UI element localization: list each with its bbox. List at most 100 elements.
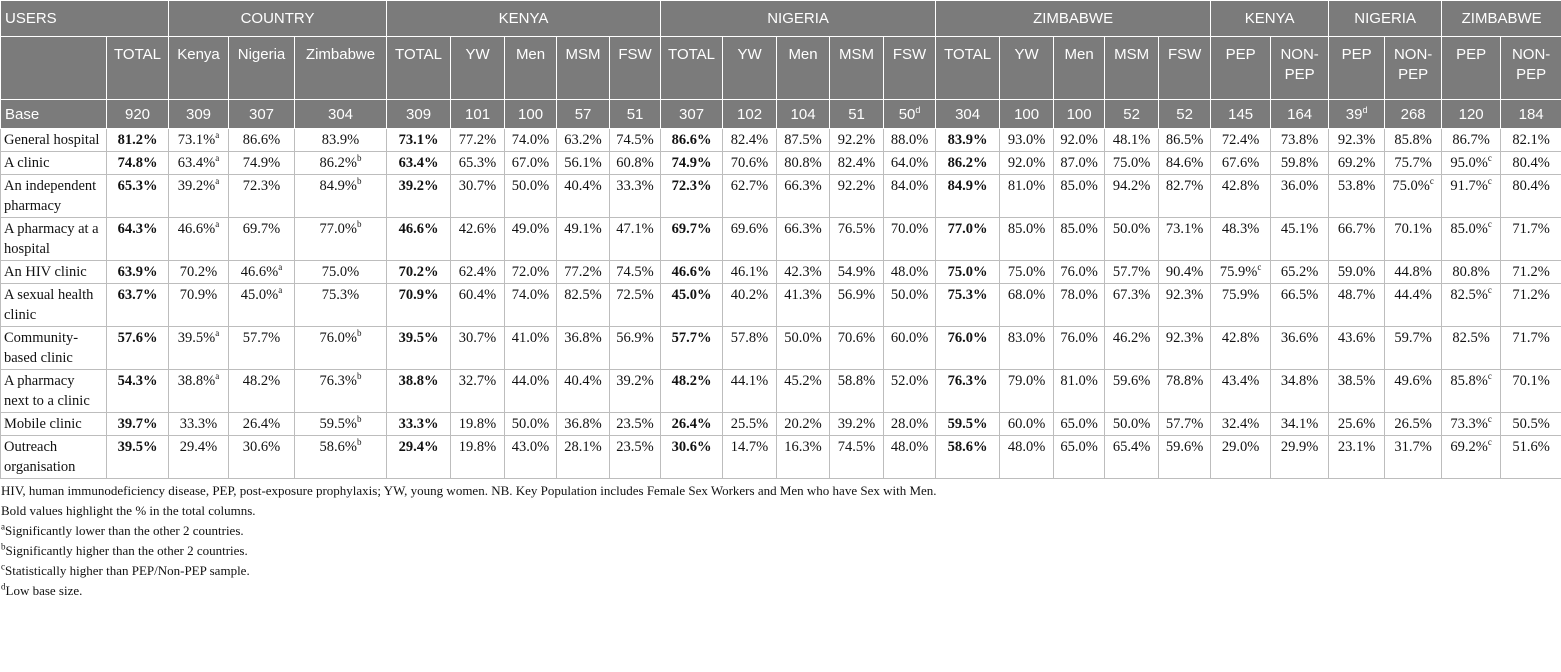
cell-value: 63.4% <box>177 155 216 171</box>
cell: 79.0% <box>999 369 1055 413</box>
base-value: 101 <box>450 99 506 129</box>
column-header: FSW <box>609 36 662 100</box>
cell: 84.9% <box>935 174 1001 218</box>
cell: 80.8% <box>776 151 831 175</box>
cell: 66.3% <box>776 174 831 218</box>
row-label: Community-based clinic <box>0 326 107 370</box>
cell: 44.1% <box>722 369 778 413</box>
cell: 50.0% <box>504 412 558 436</box>
cell: 43.0% <box>504 435 558 479</box>
cell: 26.4% <box>228 412 295 436</box>
cell: 82.1% <box>1500 128 1561 152</box>
row-label: Outreach organisation <box>0 435 107 479</box>
footnote: cStatistically higher than PEP/Non-PEP s… <box>1 561 1561 581</box>
cell: 85.8% <box>1384 128 1443 152</box>
footnote-mark: a <box>1 521 5 532</box>
cell-value: 38.8% <box>177 373 216 389</box>
footnote-mark: c <box>1487 371 1492 382</box>
row-label: Mobile clinic <box>0 412 107 436</box>
column-header: Nigeria <box>228 36 295 100</box>
cell-value: 75.9% <box>1219 264 1258 280</box>
cell: 25.6% <box>1328 412 1386 436</box>
footnote-mark: c <box>1487 414 1492 425</box>
cell: 86.2% <box>935 151 1001 175</box>
cell: 80.4% <box>1500 151 1561 175</box>
cell: 69.6% <box>722 217 778 261</box>
base-value: 100 <box>504 99 558 129</box>
footnote-mark: d <box>1 581 6 592</box>
cell: 30.7% <box>450 174 506 218</box>
cell: 86.6% <box>660 128 724 152</box>
cell: 74.0% <box>504 128 558 152</box>
cell: 58.6%b <box>293 435 388 479</box>
cell: 86.6% <box>228 128 295 152</box>
footnote-text: Low base size. <box>5 583 83 598</box>
cell: 70.9% <box>386 283 452 327</box>
footnote: Bold values highlight the % in the total… <box>1 503 256 518</box>
cell: 82.5% <box>556 283 611 327</box>
base-value: 50d <box>883 99 937 129</box>
cell: 57.7% <box>1104 260 1160 284</box>
row-label: A sexual health clinic <box>0 283 107 327</box>
cell: 75.0% <box>293 260 388 284</box>
cell: 75.7% <box>1384 151 1443 175</box>
cell: 45.0% <box>660 283 724 327</box>
cell: 36.8% <box>556 412 611 436</box>
cell: 50.0% <box>1104 412 1160 436</box>
data-row: Mobile clinic 39.7% 33.3% 26.4% 59.5%b 33.3% 1… <box>0 412 1561 436</box>
cell: 44.4% <box>1384 283 1443 327</box>
cell: 77.2% <box>450 128 506 152</box>
cell-value: 58.6% <box>319 439 357 455</box>
base-value: 39d <box>1328 99 1386 129</box>
cell: 42.8% <box>1210 174 1272 218</box>
cell: 76.0% <box>1053 326 1106 370</box>
cell: 32.7% <box>450 369 506 413</box>
footnote-mark: a <box>215 219 220 230</box>
cell-value: 85.0% <box>1450 221 1488 237</box>
cell: 87.5% <box>776 128 831 152</box>
footnote-mark: d <box>915 104 921 115</box>
footnote-mark: b <box>357 371 362 382</box>
cell: 29.4% <box>168 435 229 479</box>
column-header: Men <box>776 36 831 100</box>
cell-value: 59.5% <box>319 416 357 432</box>
cell: 49.1% <box>556 217 611 261</box>
group-header: NIGERIA <box>660 0 937 37</box>
cell: 63.9% <box>106 260 169 284</box>
group-header: ZIMBABWE <box>1441 0 1561 37</box>
cell: 40.4% <box>556 174 611 218</box>
cell: 92.3% <box>1158 326 1212 370</box>
cell: 83.0% <box>999 326 1055 370</box>
cell: 70.6% <box>829 326 885 370</box>
cell: 65.3% <box>106 174 169 218</box>
cell: 82.5% <box>1441 326 1502 370</box>
cell: 64.3% <box>106 217 169 261</box>
cell: 39.5%a <box>168 326 229 370</box>
cell: 48.0% <box>883 260 937 284</box>
cell: 41.0% <box>504 326 558 370</box>
footnotes: HIV, human immunodeficiency disease, PEP… <box>0 479 1561 601</box>
footnote-mark: a <box>215 130 220 141</box>
cell: 19.8% <box>450 435 506 479</box>
footnote-mark: a <box>278 262 283 273</box>
cell: 92.0% <box>1053 128 1106 152</box>
column-header: PEP <box>1210 36 1272 100</box>
column-header: PEP <box>1441 36 1502 100</box>
cell: 74.5% <box>829 435 885 479</box>
cell: 57.7% <box>1158 412 1212 436</box>
cell: 75.0% <box>1104 151 1160 175</box>
cell: 23.5% <box>609 435 662 479</box>
footnote-mark: d <box>1362 104 1368 115</box>
cell: 33.3% <box>609 174 662 218</box>
cell: 46.6%a <box>168 217 229 261</box>
cell: 74.8% <box>106 151 169 175</box>
data-row: A pharmacy at a hospital 64.3% 46.6%a 69.7%… <box>0 217 1561 261</box>
footnote: HIV, human immunodeficiency disease, PEP… <box>1 483 937 498</box>
cell: 69.2%c <box>1441 435 1502 479</box>
cell: 48.0% <box>999 435 1055 479</box>
cell: 65.4% <box>1104 435 1160 479</box>
cell: 54.9% <box>829 260 885 284</box>
cell-value: 76.3% <box>319 373 357 389</box>
cell: 92.2% <box>829 174 885 218</box>
footnote-mark: b <box>357 328 362 339</box>
